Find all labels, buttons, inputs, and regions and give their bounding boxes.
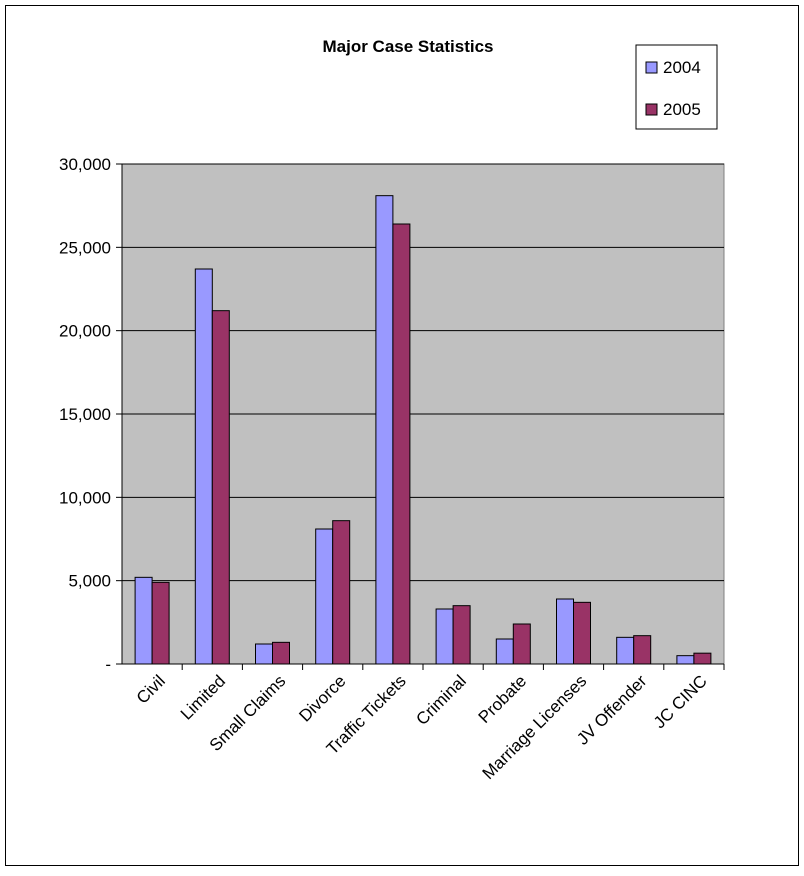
y-tick-label: 10,000 (59, 488, 111, 507)
bar-2004-small-claims (255, 643, 273, 665)
bar-2004-jv-offender (616, 636, 635, 665)
y-tick-label: 15,000 (59, 405, 111, 424)
legend-label-2005: 2005 (663, 100, 701, 119)
bar-2004-limited (194, 268, 213, 665)
legend-swatch-2005 (645, 103, 658, 116)
bar-2005-criminal (452, 605, 471, 665)
y-tick-label: - (105, 655, 111, 674)
bar-2004-divorce (315, 528, 334, 665)
legend-swatch-2004 (645, 61, 658, 74)
bar-2004-jc-cinc (676, 655, 695, 665)
bar-2005-marriage-licenses (573, 601, 591, 665)
y-tick-label: 30,000 (59, 155, 111, 174)
bar-2005-divorce (332, 520, 351, 665)
y-tick-label: 25,000 (59, 238, 111, 257)
bar-2004-criminal (435, 608, 454, 665)
legend: 2004 2005 (635, 44, 718, 130)
y-tick-label: 20,000 (59, 322, 111, 341)
bar-2005-civil (151, 581, 170, 665)
bar-2004-traffic-tickets (375, 195, 394, 665)
bar-2005-jv-offender (633, 635, 652, 665)
bar-2005-jc-cinc (693, 652, 712, 665)
legend-label-2004: 2004 (663, 58, 701, 77)
bar-2004-civil (134, 576, 153, 665)
bar-2004-probate (495, 638, 514, 665)
bar-2004-marriage-licenses (556, 598, 574, 665)
bar-2005-traffic-tickets (392, 223, 411, 665)
y-tick-label: 5,000 (68, 572, 111, 591)
bar-2005-limited (211, 310, 230, 665)
bar-2005-probate (512, 623, 531, 665)
chart-title: Major Case Statistics (322, 37, 493, 56)
plot-area: -5,00010,00015,00020,00025,00030,000Civi… (59, 155, 725, 783)
bar-2005-small-claims (272, 641, 290, 665)
